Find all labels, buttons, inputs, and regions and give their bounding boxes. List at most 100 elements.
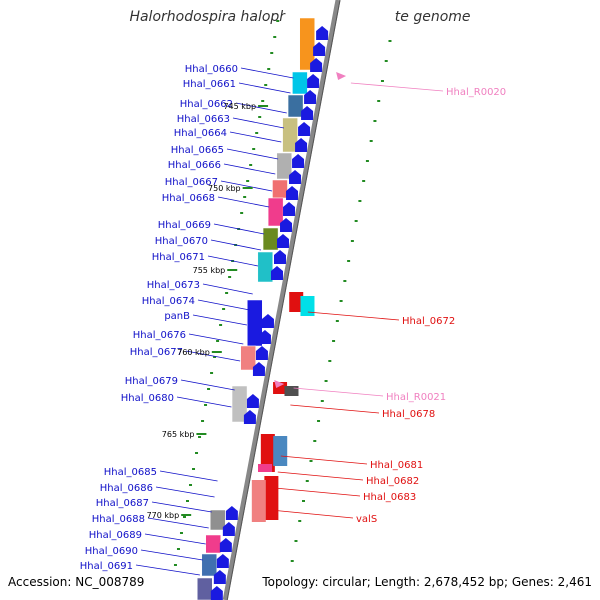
feature-block-forward <box>276 152 293 180</box>
tick-outer <box>204 404 208 406</box>
leader-reverse <box>270 509 354 519</box>
tick-outer <box>173 564 177 566</box>
gene-label-forward: Hhal_0688 <box>92 514 145 525</box>
leader-forward <box>197 299 250 311</box>
leader-forward <box>185 350 241 362</box>
cds-arrow-forward <box>295 138 308 152</box>
tick-outer <box>192 468 196 470</box>
gene-label-forward: Hhal_0662 <box>180 99 233 110</box>
tick-outer <box>264 84 268 86</box>
gene-label-forward: Hhal_0660 <box>185 64 238 75</box>
tick-inner <box>294 540 298 542</box>
cds-arrow-forward <box>261 314 274 328</box>
feature-block-reverse <box>264 476 279 520</box>
tick-outer <box>225 292 229 294</box>
gene-label-forward: Hhal_0668 <box>162 193 215 204</box>
feature-block-forward <box>240 345 256 371</box>
cds-arrow-forward <box>313 42 326 56</box>
feature-block-forward <box>197 577 213 600</box>
tick-inner <box>328 360 332 362</box>
gene-label-reverse: Hhal_0681 <box>370 460 423 471</box>
feature-block-forward <box>262 227 279 251</box>
gene-label-forward: Hhal_0686 <box>100 483 153 494</box>
kbp-labels: 745 kbp 750 kbp 755 kbp 760 kbp 765 kbp 770 k… <box>147 102 269 520</box>
rna-marker <box>274 380 285 388</box>
leader-forward <box>135 564 200 576</box>
leader-forward <box>235 102 287 114</box>
feature-block-forward <box>292 71 308 95</box>
gene-label-forward: Hhal_0661 <box>183 79 236 90</box>
feature-block-forward <box>205 534 221 554</box>
feature-block-reverse <box>258 464 273 472</box>
leader-forward <box>217 196 270 208</box>
accession-text: Accession: NC_008789 <box>8 575 145 589</box>
leader-forward <box>147 517 209 529</box>
gene-label-forward: Hhal_0690 <box>85 546 138 557</box>
tick-inner <box>317 420 321 422</box>
cds-arrow-forward <box>304 90 317 104</box>
tick-inner <box>388 40 392 42</box>
gene-label-forward: Hhal_0665 <box>171 145 224 156</box>
backbone-line <box>222 0 341 600</box>
tick-outer <box>198 436 202 438</box>
label-leaders <box>135 67 444 576</box>
tick-outer <box>249 164 253 166</box>
gene-label-forward: Hhal_0673 <box>147 280 200 291</box>
backbone-edge <box>226 0 341 600</box>
kbp-label: 755 kbp <box>193 266 226 275</box>
tick-inner <box>313 440 317 442</box>
gene-label-forward: Hhal_0680 <box>121 393 174 404</box>
tick-inner <box>354 220 358 222</box>
tick-inner <box>373 120 377 122</box>
tick-inner <box>347 260 351 262</box>
kbp-label: 760 kbp <box>177 348 210 357</box>
leader-forward <box>140 549 203 561</box>
cds-arrow-forward <box>289 170 302 184</box>
gene-label-forward: Hhal_0689 <box>89 530 142 541</box>
leader-forward <box>192 314 247 326</box>
feature-block-reverse <box>300 296 315 316</box>
cds-arrow-forward <box>277 234 290 248</box>
leader-forward <box>220 180 273 192</box>
feature-block-forward <box>257 251 274 283</box>
tick-outer <box>270 52 274 54</box>
tick-inner <box>384 60 388 62</box>
gene-label-forward: Hhal_0685 <box>104 467 157 478</box>
feature-block-forward <box>282 117 298 153</box>
cds-arrow-forward <box>216 554 229 568</box>
tick-outer <box>189 484 193 486</box>
cds-arrow-forward <box>301 106 314 120</box>
cds-arrow-forward <box>225 506 238 520</box>
gene-label-forward: Hhal_0676 <box>133 330 186 341</box>
rna-marker <box>336 72 347 80</box>
tick-outer <box>273 36 277 38</box>
tick-outer <box>195 452 199 454</box>
tick-inner <box>380 80 384 82</box>
tick-outer <box>246 180 250 182</box>
cds-arrow-forward <box>255 346 268 360</box>
leader-forward <box>210 239 262 251</box>
cds-arrow-forward <box>210 586 223 600</box>
leader-forward <box>155 486 215 498</box>
tick-outer <box>276 20 280 22</box>
feature-blocks <box>197 17 347 600</box>
feature-block-reverse <box>260 434 275 472</box>
kbp-label: 770 kbp <box>147 511 180 520</box>
tick-inner <box>305 480 309 482</box>
tick-outer <box>243 196 247 198</box>
leader-reverse <box>280 455 368 465</box>
tick-inner <box>377 100 381 102</box>
tick-outer <box>240 212 244 214</box>
gene-label-reverse: valS <box>356 514 377 525</box>
cds-arrow-forward <box>258 330 271 344</box>
gene-label-reverse: Hhal_0683 <box>363 492 416 503</box>
cds-arrow-forward <box>307 74 320 88</box>
tick-outer <box>186 500 189 502</box>
leader-forward <box>240 67 294 79</box>
kbp-label: 745 kbp <box>223 102 256 111</box>
feature-block-forward <box>201 553 218 577</box>
feature-block-reverse <box>251 480 266 522</box>
gene-label-forward: Hhal_0687 <box>96 498 149 509</box>
feature-block-forward <box>299 17 315 71</box>
tick-inner <box>309 460 313 462</box>
